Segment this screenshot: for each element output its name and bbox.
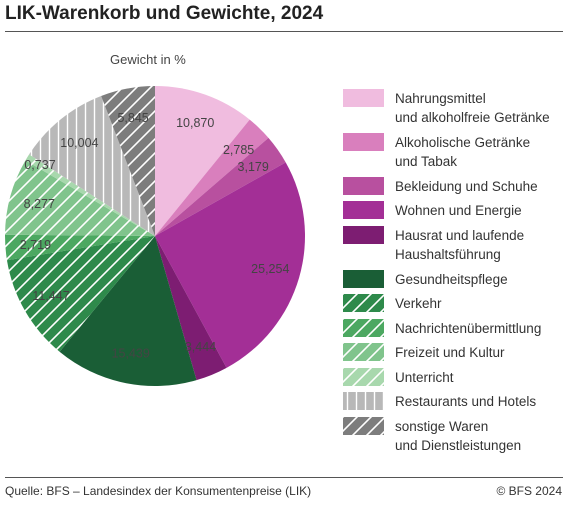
legend-label: Alkoholische Getränke und Tabak bbox=[395, 135, 531, 169]
footer-divider bbox=[5, 477, 563, 478]
legend-swatch bbox=[343, 392, 384, 410]
legend-swatch bbox=[343, 343, 384, 361]
legend-label: Freizeit und Kultur bbox=[395, 345, 505, 360]
legend-label: Wohnen und Energie bbox=[395, 203, 522, 218]
slice-value-label: 2,719 bbox=[20, 238, 51, 252]
legend-label: sonstige Waren und Dienstleistungen bbox=[395, 419, 522, 453]
slice-value-label: 25,254 bbox=[251, 262, 289, 276]
legend-swatch bbox=[343, 133, 384, 151]
slice-value-label: 5,845 bbox=[117, 111, 148, 125]
title-divider bbox=[5, 31, 563, 32]
legend-label: Bekleidung und Schuhe bbox=[395, 179, 538, 194]
legend-label: Restaurants und Hotels bbox=[395, 394, 537, 409]
legend-label: Nahrungsmittel und alkoholfreie Getränke bbox=[395, 91, 550, 125]
slice-value-label: 0,737 bbox=[24, 158, 55, 172]
legend-label: Verkehr bbox=[395, 296, 442, 311]
slice-value-label: 10,870 bbox=[176, 116, 214, 130]
legend-swatch bbox=[343, 270, 384, 288]
pie-slice bbox=[155, 162, 306, 368]
pie-slice bbox=[29, 96, 155, 236]
source-note: Quelle: BFS – Landesindex der Konsumente… bbox=[5, 484, 312, 498]
pie-slice bbox=[101, 85, 155, 236]
legend-label: Gesundheitspflege bbox=[395, 272, 508, 287]
legend-swatch bbox=[343, 294, 384, 312]
pie-slice bbox=[155, 119, 269, 236]
pie-slice bbox=[6, 236, 155, 352]
pie-slice bbox=[155, 236, 227, 381]
pie-slice bbox=[5, 234, 156, 261]
pie-slice bbox=[25, 154, 156, 236]
pie-slice bbox=[155, 137, 286, 236]
slice-value-label: 15,439 bbox=[112, 347, 150, 361]
legend-swatch bbox=[343, 226, 384, 244]
slice-value-label: 8,277 bbox=[24, 197, 55, 211]
legend-swatch bbox=[343, 177, 384, 195]
pie-slice bbox=[155, 86, 250, 236]
unit-label: Gewicht in % bbox=[110, 52, 186, 67]
slice-value-label: 10,004 bbox=[60, 136, 98, 150]
slice-value-label: 11,447 bbox=[32, 289, 69, 303]
legend-label: Hausrat und laufende Haushaltsführung bbox=[395, 228, 525, 262]
pie-slice bbox=[59, 236, 197, 387]
chart-title: LIK-Warenkorb und Gewichte, 2024 bbox=[5, 3, 324, 24]
legend-swatch bbox=[343, 89, 384, 107]
legend-label: Unterricht bbox=[395, 370, 454, 385]
legend-swatch bbox=[343, 201, 384, 219]
legend-swatch bbox=[343, 368, 384, 386]
slice-value-label: 3,179 bbox=[238, 160, 269, 174]
copyright-note: © BFS 2024 bbox=[496, 484, 562, 498]
legend-swatch bbox=[343, 319, 384, 337]
slice-value-label: 2,785 bbox=[223, 143, 254, 157]
legend-swatch bbox=[343, 417, 384, 435]
legend-label: Nachrichtenübermittlung bbox=[395, 321, 542, 336]
slice-value-label: 3,444 bbox=[185, 340, 216, 354]
pie-slice bbox=[5, 160, 156, 236]
